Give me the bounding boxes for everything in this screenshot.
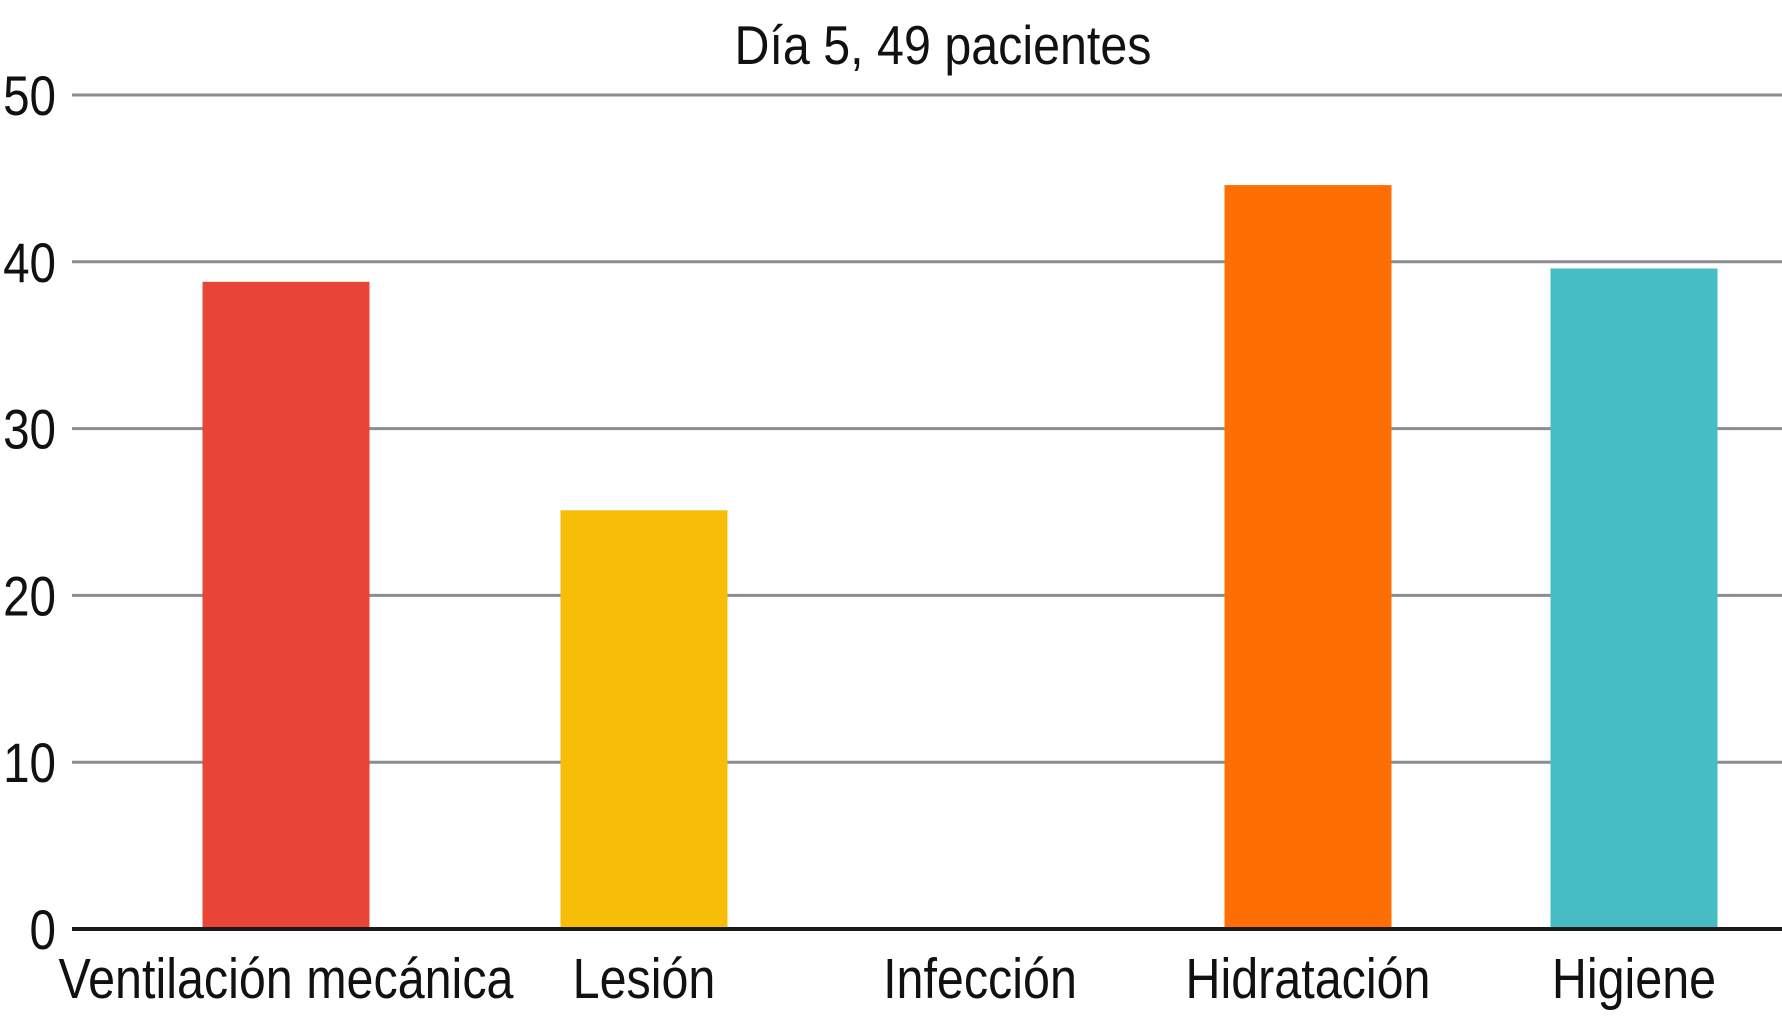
x-tick-label: Infección bbox=[883, 947, 1077, 1011]
chart-title: Día 5, 49 pacientes bbox=[735, 14, 1152, 76]
x-tick-label: Hidratación bbox=[1186, 947, 1431, 1011]
y-tick-label: 10 bbox=[3, 733, 56, 795]
y-tick-label: 50 bbox=[3, 65, 56, 127]
x-tick-label: Higiene bbox=[1552, 947, 1716, 1011]
bar-4 bbox=[1550, 268, 1718, 927]
y-axis-ticks: 0 10 20 30 40 50 bbox=[3, 65, 56, 961]
bar-0 bbox=[202, 281, 370, 927]
bars bbox=[202, 185, 1718, 927]
x-axis-labels: Ventilación mecánica Lesión Infección Hidra… bbox=[59, 947, 1717, 1011]
y-tick-label: 30 bbox=[3, 399, 56, 461]
bar-3 bbox=[1224, 185, 1392, 927]
x-tick-label: Lesión bbox=[573, 947, 716, 1011]
bar-1 bbox=[560, 510, 728, 927]
y-tick-label: 20 bbox=[3, 566, 56, 628]
y-tick-label: 40 bbox=[3, 232, 56, 294]
x-tick-label: Ventilación mecánica bbox=[59, 947, 515, 1011]
y-tick-label: 0 bbox=[30, 899, 56, 961]
